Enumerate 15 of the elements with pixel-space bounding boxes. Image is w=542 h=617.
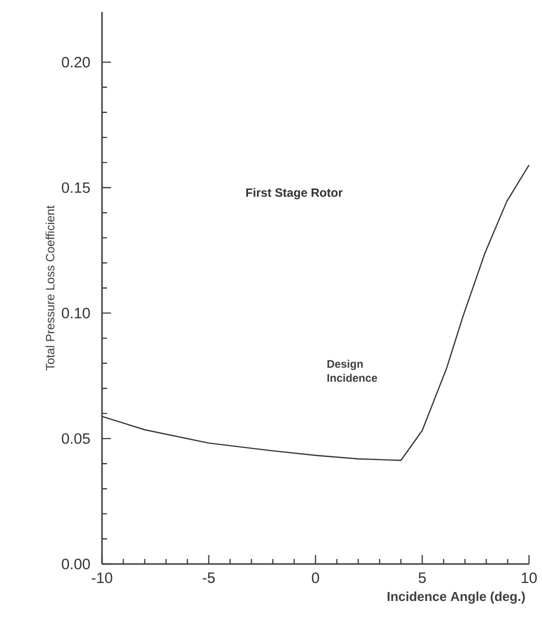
x-axis-title: Incidence Angle (deg.) [388,592,525,604]
y-tick-label: 0.20 [62,56,90,68]
y-axis-title: Total Pressure Loss Coefficient [46,206,54,370]
text: First Stage Rotor [246,188,343,200]
y-tick-label: 0.00 [62,558,90,570]
x-tick-label: -10 [92,572,112,584]
x-tick-label: 10 [522,572,537,584]
line-series [101,164,530,461]
y-tick-label: 0.15 [62,182,90,193]
x-tick-label: 5 [418,572,426,583]
annotation: Design Incidence [327,360,378,382]
x-tick-label: 0 [312,572,320,584]
y-tick-label: 0.05 [62,433,90,444]
y-tick-label: 0.10 [62,308,90,318]
x-tick-label: -5 [202,572,215,583]
